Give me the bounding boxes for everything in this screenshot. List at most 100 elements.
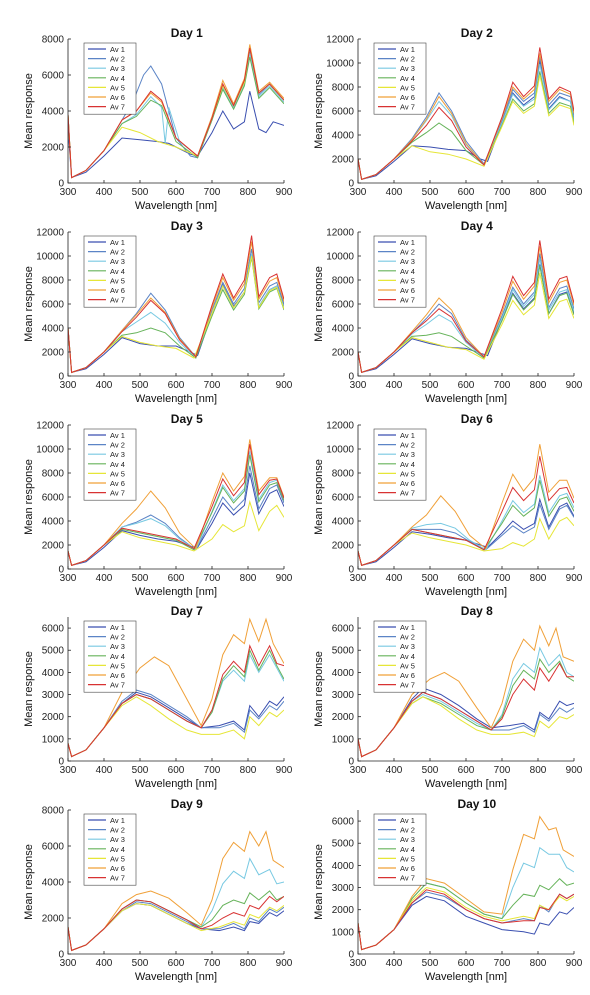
- x-tick-label: 800: [240, 187, 257, 198]
- series-line-av-1: [68, 691, 284, 758]
- y-tick-label: 4000: [42, 668, 65, 679]
- legend-entry: Av 7: [110, 489, 125, 498]
- x-tick-label: 900: [566, 765, 583, 776]
- legend-entry: Av 3: [400, 642, 415, 651]
- x-tick-label: 500: [422, 380, 439, 391]
- series-line-av-5: [68, 903, 284, 952]
- x-tick-label: 400: [386, 380, 403, 391]
- x-tick-label: 500: [132, 380, 149, 391]
- legend: Av 1Av 2Av 3Av 4Av 5Av 6Av 7: [83, 620, 137, 693]
- y-tick-label: 4000: [42, 517, 65, 528]
- x-tick-label: 900: [276, 380, 293, 391]
- y-axis-label: Mean response: [313, 266, 325, 342]
- y-tick-label: 2000: [42, 143, 65, 154]
- legend: Av 1Av 2Av 3Av 4Av 5Av 6Av 7: [83, 813, 137, 886]
- legend-entry: Av 3: [110, 450, 125, 459]
- legend-entry: Av 4: [110, 845, 125, 854]
- x-tick-label: 300: [60, 380, 77, 391]
- legend-entry: Av 7: [110, 681, 125, 690]
- y-tick-label: 2000: [332, 348, 355, 359]
- x-tick-label: 600: [168, 187, 185, 198]
- chart-panel-8: 300 400 500 600 700 800 900 0 1000 2000 3000 4000 50…: [313, 604, 583, 790]
- y-tick-label: 2000: [332, 155, 355, 166]
- series-line-av-5: [358, 886, 574, 951]
- x-axis-label: Wavelength [nm]: [135, 971, 217, 983]
- series-line-av-7: [68, 444, 284, 567]
- y-tick-label: 6000: [42, 842, 65, 853]
- x-tick-label: 900: [276, 958, 293, 969]
- chart-panel-5: 300 400 500 600 700 800 900 0 2000 4000 6000 8000 10…: [23, 412, 293, 598]
- legend-entry: Av 5: [400, 469, 415, 478]
- x-axis-label: Wavelength [nm]: [135, 200, 217, 212]
- chart-panel-7: 300 400 500 600 700 800 900 0 1000 2000 3000 4000 50…: [23, 604, 293, 790]
- x-tick-label: 900: [566, 573, 583, 584]
- series-line-av-7: [68, 47, 284, 179]
- y-tick-label: 4000: [332, 324, 355, 335]
- series-line-av-4: [358, 878, 574, 951]
- y-tick-label: 8000: [42, 276, 65, 287]
- legend-box: [83, 428, 137, 501]
- series-line-av-2: [68, 901, 284, 952]
- x-tick-label: 400: [96, 573, 113, 584]
- chart-title: Day 9: [171, 797, 203, 811]
- legend-entry: Av 2: [400, 441, 415, 450]
- legend-entry: Av 4: [400, 460, 415, 469]
- series-line-av-7: [358, 456, 574, 567]
- x-tick-label: 400: [386, 958, 403, 969]
- series-line-av-1: [68, 903, 284, 952]
- x-tick-label: 900: [276, 573, 293, 584]
- legend-entry: Av 7: [400, 874, 415, 883]
- chart-panel-4: 300 400 500 600 700 800 900 0 2000 4000 6000 8000 10…: [313, 219, 583, 405]
- y-tick-label: 1000: [332, 927, 355, 938]
- x-tick-label: 800: [240, 958, 257, 969]
- y-tick-label: 6000: [332, 300, 355, 311]
- legend-entry: Av 1: [400, 816, 415, 825]
- y-tick-label: 4000: [42, 324, 65, 335]
- legend-entry: Av 5: [400, 276, 415, 285]
- legend: Av 1Av 2Av 3Av 4Av 5Av 6Av 7: [83, 428, 137, 501]
- legend-entry: Av 1: [400, 238, 415, 247]
- x-tick-label: 900: [276, 765, 293, 776]
- series-line-av-7: [358, 47, 574, 181]
- series-line-av-7: [358, 662, 574, 758]
- x-axis-label: Wavelength [nm]: [135, 586, 217, 598]
- legend-entry: Av 5: [110, 854, 125, 863]
- legend-entry: Av 7: [110, 874, 125, 883]
- legend: Av 1Av 2Av 3Av 4Av 5Av 6Av 7: [373, 813, 427, 886]
- y-tick-label: 0: [58, 565, 64, 576]
- legend-entry: Av 4: [110, 652, 125, 661]
- legend-entry: Av 2: [110, 633, 125, 642]
- legend-entry: Av 5: [110, 661, 125, 670]
- legend-box: [373, 42, 427, 115]
- y-tick-label: 0: [348, 950, 354, 961]
- legend-entry: Av 2: [110, 248, 125, 257]
- x-axis-label: Wavelength [nm]: [425, 778, 507, 790]
- x-axis-label: Wavelength [nm]: [135, 778, 217, 790]
- y-tick-label: 1000: [332, 734, 355, 745]
- legend-entry: Av 4: [110, 74, 125, 83]
- y-axis-label: Mean response: [313, 459, 325, 535]
- x-tick-label: 600: [458, 958, 475, 969]
- y-tick-label: 6000: [332, 493, 355, 504]
- x-tick-label: 500: [422, 958, 439, 969]
- x-tick-label: 800: [530, 958, 547, 969]
- x-tick-label: 400: [386, 573, 403, 584]
- legend-entry: Av 4: [110, 460, 125, 469]
- y-tick-label: 8000: [332, 83, 355, 94]
- legend-entry: Av 6: [400, 864, 415, 873]
- x-tick-label: 700: [494, 958, 511, 969]
- legend-entry: Av 4: [400, 74, 415, 83]
- y-tick-label: 4000: [332, 131, 355, 142]
- x-tick-label: 300: [60, 187, 77, 198]
- chart-panel-10: 300 400 500 600 700 800 900 0 1000 2000 3000 4000 50…: [313, 797, 583, 983]
- chart-title: Day 8: [461, 604, 493, 618]
- x-axis-label: Wavelength [nm]: [425, 200, 507, 212]
- series-line-av-4: [68, 890, 284, 952]
- legend-entry: Av 2: [110, 441, 125, 450]
- legend-entry: Av 1: [110, 238, 125, 247]
- y-tick-label: 4000: [332, 668, 355, 679]
- y-tick-label: 6000: [332, 817, 355, 828]
- chart-title: Day 5: [171, 412, 203, 426]
- legend-entry: Av 3: [110, 257, 125, 266]
